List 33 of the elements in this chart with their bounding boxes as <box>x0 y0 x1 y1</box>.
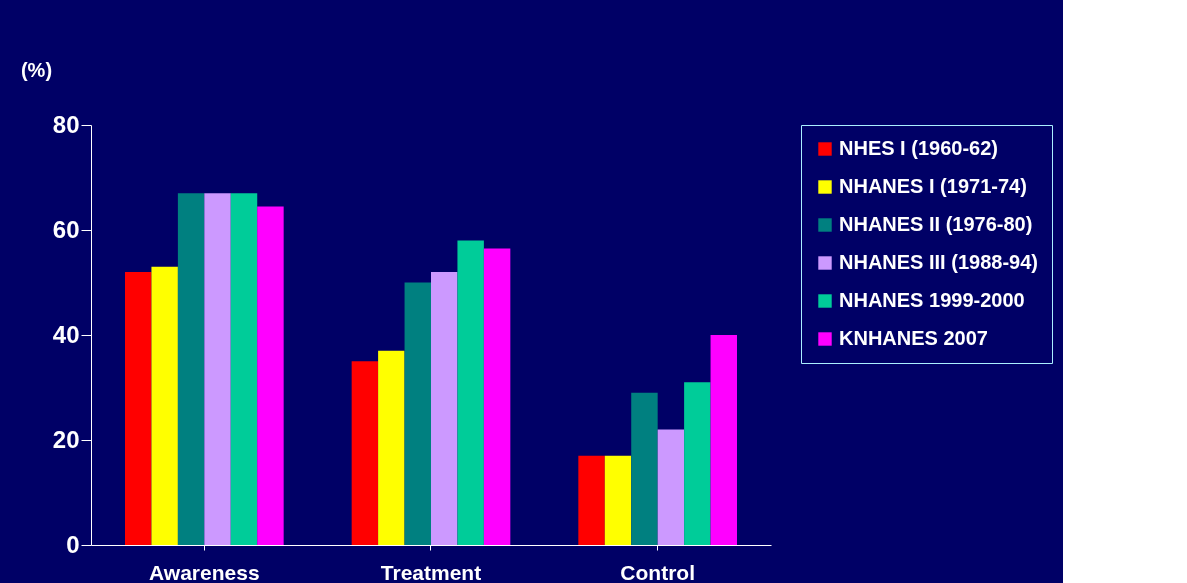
bar <box>151 266 178 545</box>
bar <box>204 193 231 545</box>
y-axis-title: (%) <box>20 58 53 81</box>
bar <box>230 193 258 545</box>
bar <box>604 455 632 545</box>
bar <box>257 206 284 545</box>
bar <box>404 282 431 545</box>
legend-label: NHANES III (1988-94) <box>839 251 1038 273</box>
bar <box>125 272 152 545</box>
bar <box>177 193 205 545</box>
bar <box>431 272 458 545</box>
y-tick-label: 80 <box>52 110 80 138</box>
x-tick-label: Control <box>620 560 695 583</box>
y-tick-label: 60 <box>52 215 80 243</box>
x-tick-label: Treatment <box>380 560 482 583</box>
legend-label: KNHANES 2007 <box>839 327 988 349</box>
legend-label: NHANES 1999-2000 <box>839 289 1025 311</box>
bar <box>710 335 737 545</box>
y-tick-label: 0 <box>66 530 80 558</box>
legend-label: NHANES II (1976-80) <box>839 213 1033 235</box>
bar <box>483 248 511 545</box>
bar <box>631 392 658 545</box>
y-tick-label: 40 <box>52 320 80 348</box>
legend-label: NHES I (1960-62) <box>839 137 998 159</box>
bar <box>351 361 379 545</box>
y-tick-label: 20 <box>52 425 80 453</box>
legend-label: NHANES I (1971-74) <box>839 175 1027 197</box>
x-tick-label: Awareness <box>149 560 260 583</box>
bar <box>657 429 685 545</box>
bar <box>378 350 405 545</box>
bar <box>578 455 605 545</box>
bar <box>457 240 484 545</box>
bar <box>684 382 711 545</box>
